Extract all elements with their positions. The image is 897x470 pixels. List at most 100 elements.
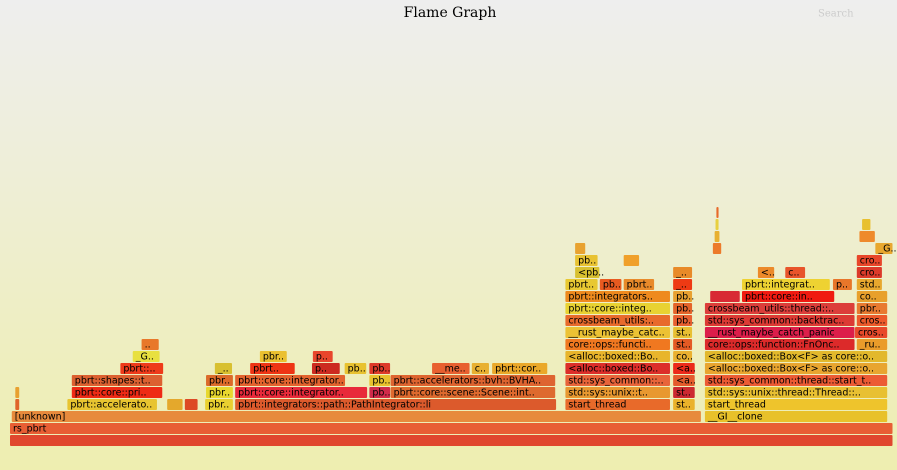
frame[interactable]: __GI__clone <box>704 411 888 423</box>
frame[interactable] <box>184 399 198 410</box>
frame[interactable]: crossbeam_utils::thread::.. <box>704 303 855 315</box>
frame[interactable]: pb.. <box>344 363 367 375</box>
frame[interactable]: _ru.. <box>856 339 888 351</box>
frame[interactable] <box>575 243 586 254</box>
frame[interactable]: <alloc::boxed::Bo.. <box>565 363 670 375</box>
frame[interactable]: _G.. <box>875 243 896 255</box>
frame[interactable]: pbrt::core::integrator.. <box>235 387 368 399</box>
frame[interactable]: std::sys_common::thread::start_t.. <box>704 375 888 387</box>
frame[interactable]: cros.. <box>855 327 888 339</box>
frame[interactable]: pb.. <box>673 315 694 327</box>
frame[interactable]: st.. <box>673 399 695 411</box>
frame[interactable]: co.. <box>856 291 888 303</box>
frame[interactable]: std::sys_common::backtrac.. <box>704 315 855 327</box>
frame[interactable]: co.. <box>673 351 693 363</box>
frame[interactable]: <.. <box>757 267 775 279</box>
frame[interactable]: __me.. <box>432 363 470 375</box>
frame[interactable]: c.. <box>471 363 489 375</box>
frame[interactable] <box>710 291 740 302</box>
frame[interactable]: <alloc::boxed::Box<F> as core::o.. <box>704 351 888 363</box>
frame[interactable]: cros.. <box>856 315 888 327</box>
frame[interactable]: std::sys::unix::t.. <box>565 387 670 399</box>
frame[interactable]: __rust_maybe_catch_panic <box>704 327 855 339</box>
frame[interactable]: p.. <box>312 351 333 363</box>
frame[interactable] <box>167 399 183 410</box>
frame[interactable]: pbrt::shapes::t.. <box>71 375 163 387</box>
frame[interactable]: core::ops::function::FnOnc.. <box>704 339 855 351</box>
frame[interactable]: pbrt.. <box>623 279 655 291</box>
frame[interactable]: pbrt::core::integ.. <box>565 303 670 315</box>
frame[interactable]: <alloc::boxed::Box<F> as core::o.. <box>704 363 888 375</box>
frame[interactable]: c.. <box>785 267 806 279</box>
frame[interactable]: pbrt::core::integrator.. <box>235 375 346 387</box>
frame[interactable]: <a.. <box>673 363 696 375</box>
frame[interactable]: pb.. <box>369 387 390 399</box>
frame[interactable]: pbr.. <box>205 399 233 411</box>
frame[interactable]: pbrt.. <box>565 279 598 291</box>
frame[interactable]: cro.. <box>856 255 882 267</box>
frame[interactable]: pbrt.. <box>250 363 295 375</box>
frame[interactable]: pbrt::integrators.. <box>565 291 670 303</box>
frame-bar <box>11 411 701 422</box>
frame[interactable]: p.. <box>832 279 852 291</box>
frame[interactable] <box>712 243 722 254</box>
frame[interactable]: _.. <box>214 363 233 375</box>
frame[interactable] <box>859 231 875 242</box>
frame[interactable]: std.. <box>856 279 882 291</box>
frame[interactable]: pb.. <box>673 303 694 315</box>
frame[interactable]: start_thread <box>704 399 888 411</box>
frame[interactable]: pbrt::cor.. <box>492 363 548 375</box>
frame[interactable]: st.. <box>673 387 695 399</box>
frame[interactable]: pb.. <box>673 291 694 303</box>
frame[interactable]: rs_pbrt <box>10 423 893 435</box>
frame[interactable] <box>716 207 719 218</box>
frame[interactable]: <alloc::boxed::Bo.. <box>565 351 670 363</box>
frame[interactable] <box>715 219 719 230</box>
frame[interactable]: pbrt::integrat.. <box>742 279 830 291</box>
frame[interactable]: _.. <box>673 267 693 279</box>
frame[interactable]: .. <box>141 339 159 351</box>
frame[interactable]: std::sys::unix::thread::Thread::.. <box>704 387 888 399</box>
frame[interactable]: pbrt::core::in.. <box>742 291 835 303</box>
frame[interactable]: pbrt::core::scene::Scene::int.. <box>390 387 556 399</box>
frame-label: start_thread <box>568 400 626 411</box>
frame[interactable]: pbr.. <box>206 387 233 399</box>
frame[interactable]: core::ops::functi.. <box>565 339 670 351</box>
frame[interactable]: pbrt::integrators::path::PathIntegrator:… <box>235 399 557 411</box>
frame[interactable]: pb.. <box>575 255 598 267</box>
frame[interactable]: _G.. <box>132 351 160 363</box>
frame[interactable]: pb.. <box>599 279 622 291</box>
frame[interactable]: pbrt::accelerato.. <box>67 399 157 411</box>
frame[interactable]: <a.. <box>673 375 696 387</box>
frame[interactable] <box>714 231 720 242</box>
frame[interactable]: pb.. <box>369 375 390 387</box>
frame[interactable] <box>15 399 20 410</box>
search-button[interactable]: Search <box>818 9 854 20</box>
frame[interactable]: pbrt::core::pri.. <box>71 387 163 399</box>
frame[interactable]: crossbeam_utils:.. <box>565 315 670 327</box>
frame[interactable]: pb.. <box>369 363 390 375</box>
frame[interactable] <box>862 219 871 230</box>
frame-bar <box>855 327 888 338</box>
frame[interactable]: pbrt::.. <box>120 363 164 375</box>
frame[interactable]: st.. <box>673 339 693 351</box>
frame[interactable]: std::sys_common::.. <box>565 375 670 387</box>
frame[interactable] <box>15 387 20 398</box>
frame-bar <box>673 303 693 314</box>
frame[interactable]: cro.. <box>856 267 882 279</box>
frame[interactable]: st.. <box>673 327 693 339</box>
frame[interactable]: pbrt::accelerators::bvh::BVHA.. <box>390 375 556 387</box>
frame[interactable]: <pb.. <box>575 267 604 279</box>
frame[interactable]: pbr.. <box>206 375 233 387</box>
frame[interactable]: p.. <box>311 363 340 375</box>
frame[interactable]: pbr.. <box>856 303 888 315</box>
frame-bar <box>832 279 852 290</box>
frame[interactable]: start_thread <box>565 399 670 411</box>
frame[interactable]: _.. <box>673 279 693 291</box>
frame[interactable]: __rust_maybe_catc.. <box>565 327 670 339</box>
frame[interactable] <box>623 255 640 266</box>
frame[interactable]: pbr.. <box>259 351 287 363</box>
frame[interactable]: [unknown] <box>11 411 701 423</box>
frame-label: pbr.. <box>209 376 230 387</box>
frame[interactable] <box>10 435 893 446</box>
